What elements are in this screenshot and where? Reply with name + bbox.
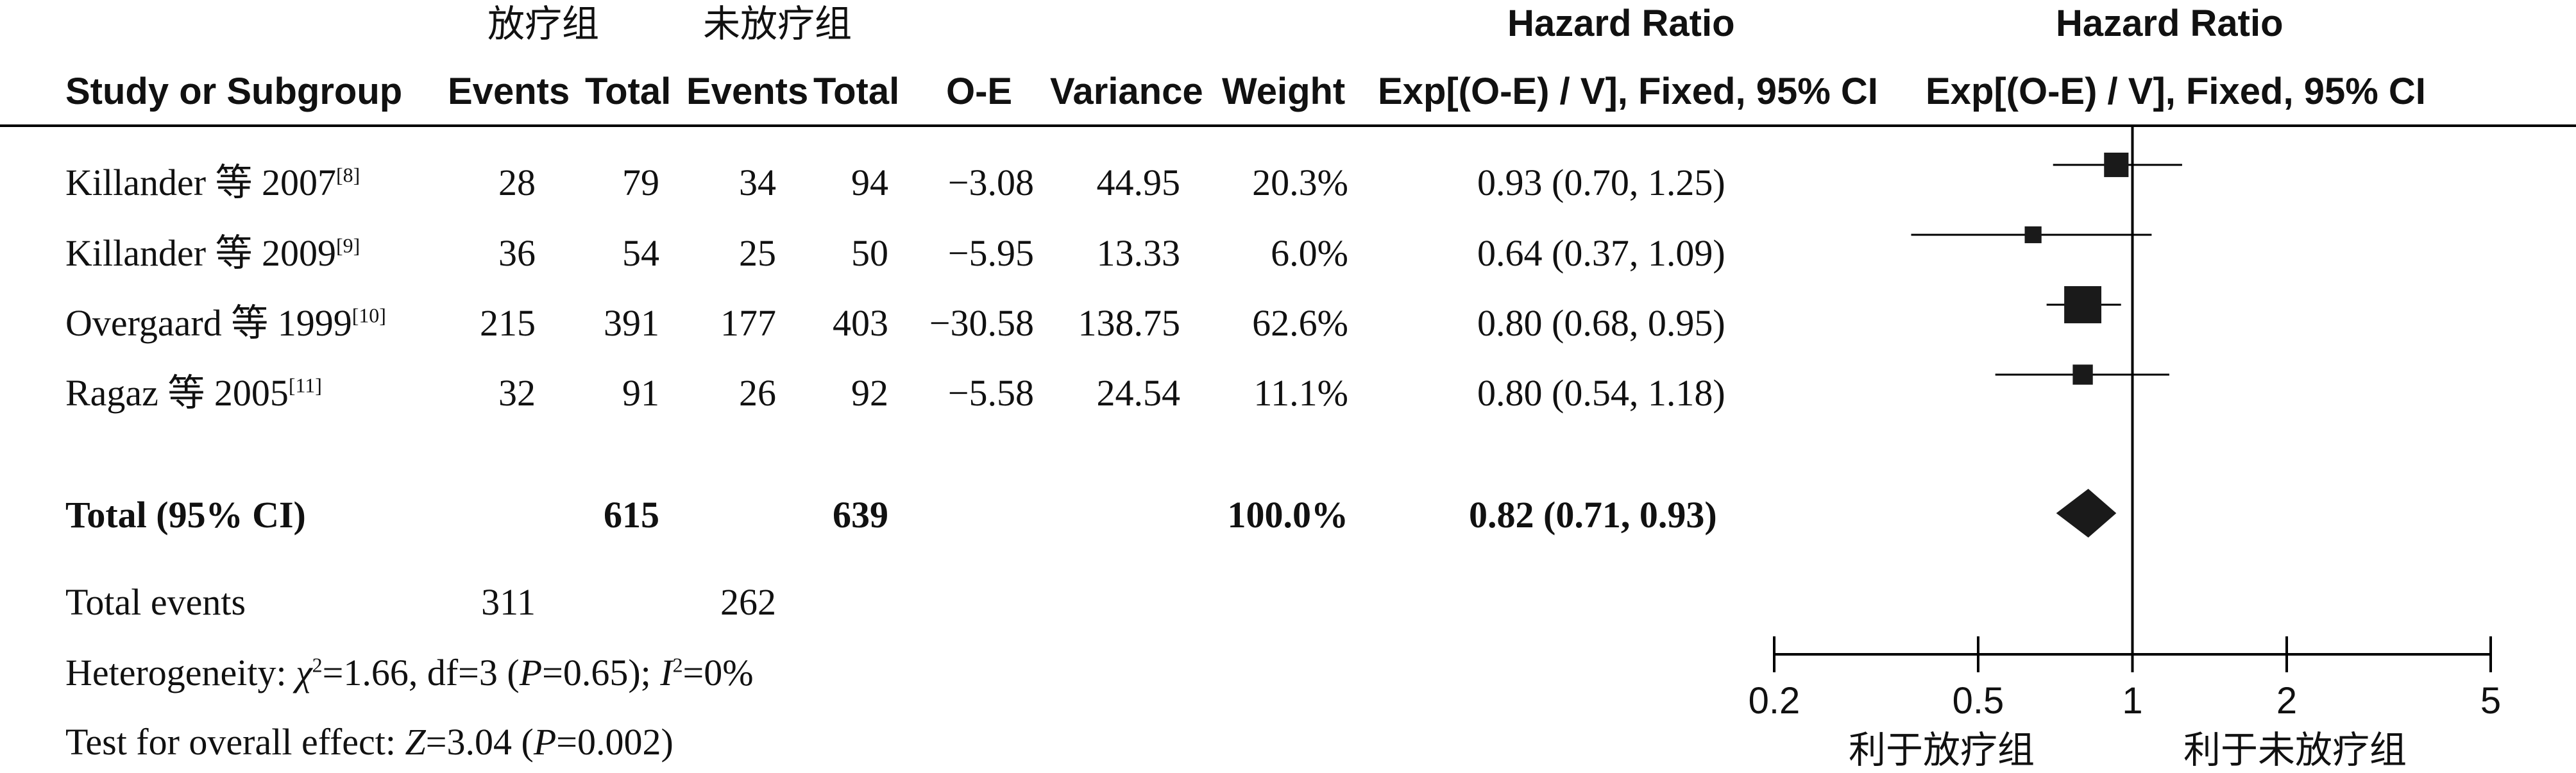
hr-title-left: Hazard Ratio: [1507, 3, 1735, 44]
overall-effect-line: Test for overall effect: Z=3.04 (P=0.002…: [65, 721, 674, 763]
study-name: Overgaard 等 1999[10]: [65, 302, 386, 344]
group2-header: 未放疗组: [703, 2, 852, 46]
col-variance-header: Variance: [1050, 71, 1203, 112]
weight-cell: 11.1%: [1253, 372, 1348, 414]
events2-cell: 177: [720, 302, 776, 344]
weight-cell: 62.6%: [1252, 302, 1348, 344]
ci-cell: 0.80 (0.68, 0.95): [1477, 302, 1725, 344]
events2-cell: 25: [739, 232, 776, 274]
pooled-diamond: [2056, 489, 2117, 538]
total2-cell: 50: [851, 232, 888, 274]
favors-left-label: 利于放疗组: [1849, 728, 2035, 772]
study-marker: [2104, 152, 2129, 178]
total1-cell: 391: [604, 302, 659, 344]
x-axis-tick-label: 0.5: [1953, 680, 2004, 722]
header-divider: [0, 124, 2576, 127]
events1-cell: 32: [498, 372, 536, 414]
col-oe-header: O-E: [946, 71, 1013, 112]
favors-right-label: 利于未放疗组: [2183, 728, 2407, 772]
oe-cell: −3.08: [947, 162, 1034, 203]
ci-cell: 0.64 (0.37, 1.09): [1477, 232, 1725, 274]
total2-sum: 639: [833, 494, 888, 536]
events1-cell: 36: [498, 232, 536, 274]
variance-cell: 138.75: [1078, 302, 1181, 344]
ci-cell: 0.93 (0.70, 1.25): [1477, 162, 1725, 203]
col-weight-header: Weight: [1222, 71, 1346, 112]
x-axis-tick-label: 2: [2276, 680, 2297, 722]
total1-sum: 615: [604, 494, 659, 536]
total1-cell: 79: [622, 162, 659, 203]
events1-cell: 28: [498, 162, 536, 203]
total-events-label: Total events: [65, 581, 246, 623]
study-marker: [2024, 226, 2042, 244]
col-total1-header: Total: [585, 71, 672, 112]
heterogeneity-line: Heterogeneity: χ2=1.66, df=3 (P=0.65); I…: [65, 652, 754, 693]
col-events1-header: Events: [448, 71, 570, 112]
col-hr-right-header: Exp[(O-E) / V], Fixed, 95% CI: [1926, 71, 2426, 112]
x-axis-tick-label: 5: [2480, 680, 2501, 722]
total1-cell: 91: [622, 372, 659, 414]
events1-cell: 215: [480, 302, 536, 344]
total1-cell: 54: [622, 232, 659, 274]
col-total2-header: Total: [813, 71, 900, 112]
x-axis-tick-label: 1: [2122, 680, 2142, 722]
variance-cell: 24.54: [1096, 372, 1181, 414]
oe-cell: −5.58: [947, 372, 1034, 414]
study-marker: [2072, 364, 2093, 385]
study-name: Killander 等 2009[9]: [65, 232, 360, 274]
oe-cell: −30.58: [929, 302, 1034, 344]
total-weight: 100.0%: [1227, 494, 1349, 536]
col-study-header: Study or Subgroup: [65, 71, 403, 112]
total-events2: 262: [720, 581, 776, 623]
hr-title-right: Hazard Ratio: [2056, 3, 2284, 44]
variance-cell: 13.33: [1096, 232, 1181, 274]
variance-cell: 44.95: [1096, 162, 1181, 203]
study-marker: [2064, 286, 2102, 323]
ci-cell: 0.80 (0.54, 1.18): [1477, 372, 1725, 414]
group1-header: 放疗组: [487, 2, 600, 46]
study-name: Killander 等 2007[8]: [65, 162, 360, 203]
total2-cell: 94: [851, 162, 888, 203]
weight-cell: 20.3%: [1252, 162, 1348, 203]
total2-cell: 403: [833, 302, 888, 344]
weight-cell: 6.0%: [1271, 232, 1348, 274]
col-events2-header: Events: [686, 71, 809, 112]
oe-cell: −5.95: [947, 232, 1034, 274]
total-events1: 311: [481, 581, 536, 623]
total2-cell: 92: [851, 372, 888, 414]
total-ci: 0.82 (0.71, 0.93): [1469, 494, 1717, 536]
x-axis-tick-label: 0.2: [1749, 680, 1801, 722]
events2-cell: 34: [739, 162, 776, 203]
events2-cell: 26: [739, 372, 776, 414]
study-name: Ragaz 等 2005[11]: [65, 372, 322, 414]
col-hr-left-header: Exp[(O-E) / V], Fixed, 95% CI: [1378, 71, 1878, 112]
total-label: Total (95% CI): [65, 494, 306, 536]
